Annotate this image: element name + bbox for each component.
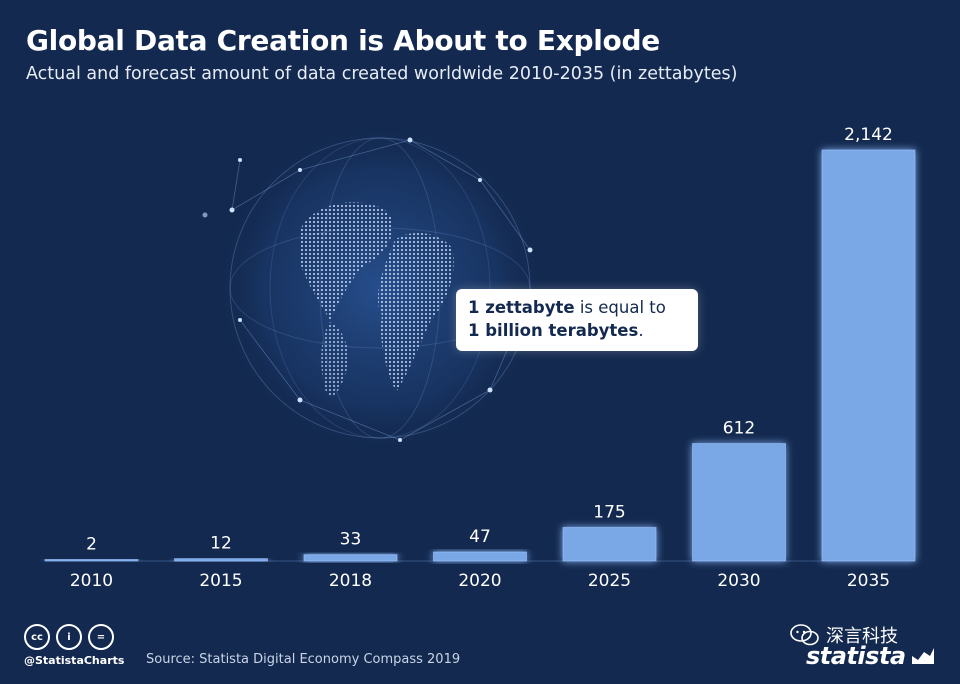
wechat-icon (790, 624, 819, 646)
bar-2010 (44, 559, 139, 562)
category-label-2010: 2010 (70, 571, 113, 591)
bar-2025 (562, 526, 657, 562)
license-icons: cc i = (24, 624, 114, 650)
bar-2035 (821, 149, 916, 562)
source-note: Source: Statista Digital Economy Compass… (146, 652, 461, 667)
statista-logo[interactable]: statista (806, 642, 936, 670)
value-label-2018: 33 (340, 530, 362, 550)
chart-subtitle: Actual and forecast amount of data creat… (26, 64, 738, 84)
bar-2018 (303, 554, 398, 562)
callout-text-2: . (638, 321, 644, 340)
wechat-account-name: 深言科技 (826, 626, 898, 647)
nd-icon[interactable]: = (88, 624, 114, 650)
callout-equivalent: 1 billion terabytes (468, 321, 639, 340)
value-label-2020: 47 (469, 527, 491, 547)
category-label-2018: 2018 (329, 571, 372, 591)
callout-text-1: is equal to (574, 298, 666, 317)
bar-2015 (174, 558, 268, 562)
wechat-watermark: 深言科技 (790, 622, 898, 648)
bar-2020 (433, 551, 527, 562)
statista-handle[interactable]: @StatistaCharts (24, 654, 125, 667)
statista-logo-icon (911, 648, 934, 664)
chart-title: Global Data Creation is About to Explode (26, 24, 660, 57)
category-label-2020: 2020 (458, 571, 501, 591)
cc-icon[interactable]: cc (24, 624, 50, 650)
value-label-2010: 2 (86, 535, 97, 555)
value-label-2035: 2,142 (844, 125, 893, 145)
value-label-2030: 612 (723, 419, 755, 439)
category-label-2025: 2025 (588, 571, 631, 591)
callout-term: 1 zettabyte (468, 298, 575, 317)
bar-2030 (692, 443, 786, 562)
value-label-2015: 12 (210, 534, 232, 554)
globe-illustration (202, 118, 550, 458)
category-label-2030: 2030 (717, 571, 760, 591)
by-icon[interactable]: i (56, 624, 82, 650)
statista-logo-text: statista (806, 642, 906, 670)
category-label-2015: 2015 (199, 571, 242, 591)
zettabyte-callout: 1 zettabyte is equal to 1 billion teraby… (456, 289, 698, 351)
category-label-2035: 2035 (847, 571, 890, 591)
value-label-2025: 175 (593, 502, 625, 522)
